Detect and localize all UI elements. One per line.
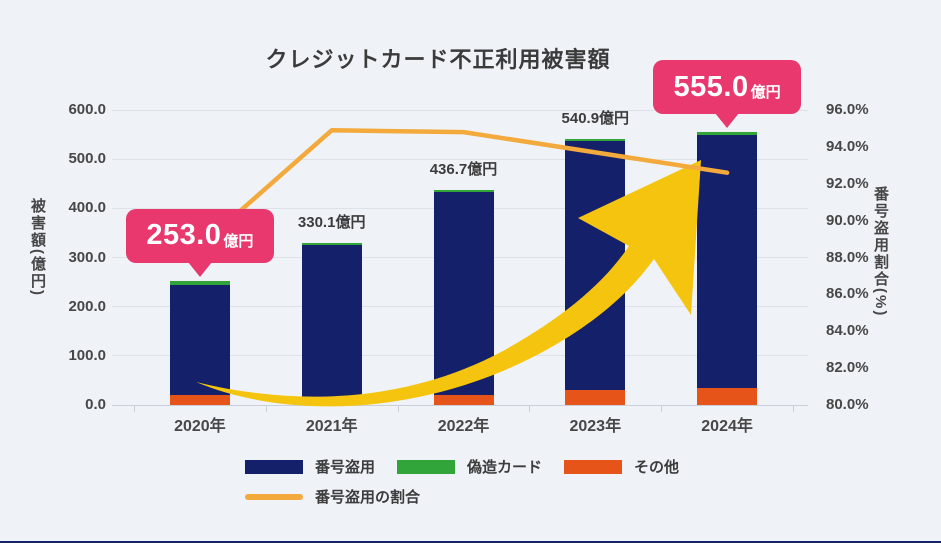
bar-2022-segment-number-theft xyxy=(433,191,494,396)
x-axis-label-2023: 2023年 xyxy=(569,418,622,435)
legend-label-number-theft: 番号盗用 xyxy=(315,459,376,476)
legend-swatch-counterfeit-card xyxy=(397,459,456,474)
legend-item-counterfeit-card: 偽造カード xyxy=(397,456,542,477)
right-axis-tick-90: 90.0% xyxy=(826,211,869,229)
bottom-border xyxy=(0,541,941,543)
legend-row: 番号盗用の割合 xyxy=(245,486,701,507)
bar-total-label-2023: 540.9億円 xyxy=(561,110,630,128)
bar-2023-segment-counterfeit-card xyxy=(565,139,626,141)
right-axis-tick-82: 82.0% xyxy=(826,359,869,377)
callout-value: 555.0 xyxy=(673,70,749,103)
x-axis-tick xyxy=(529,405,531,412)
left-axis-tick-100: 100.0 xyxy=(68,346,106,364)
callout-unit: 億円 xyxy=(750,84,781,102)
bar-total-label-2021: 330.1億円 xyxy=(297,213,366,231)
bar-2023-segment-other xyxy=(565,389,626,405)
callout-unit: 億円 xyxy=(223,232,254,250)
bar-2022-segment-other xyxy=(433,395,494,405)
legend-swatch-number-theft-ratio xyxy=(245,493,303,500)
x-axis-tick xyxy=(397,405,399,412)
callout-2020: 253.0 億円 xyxy=(125,208,274,263)
x-axis-label-2024: 2024年 xyxy=(701,418,753,435)
legend-swatch-number-theft xyxy=(245,459,303,474)
legend-label-number-theft-ratio: 番号盗用の割合 xyxy=(315,489,421,506)
bar-2020-segment-counterfeit-card xyxy=(169,280,230,286)
right-axis-tick-96: 96.0% xyxy=(826,101,869,118)
legend-label-counterfeit-card: 偽造カード xyxy=(467,459,543,476)
bar-2021-segment-counterfeit-card xyxy=(301,242,362,245)
legend-swatch-other xyxy=(564,459,623,474)
x-axis-tick xyxy=(661,405,663,412)
bar-2020-segment-number-theft xyxy=(169,285,230,396)
left-axis-tick-300: 300.0 xyxy=(68,248,106,266)
legend-label-other: その他 xyxy=(634,459,680,476)
left-axis-tick-500: 500.0 xyxy=(68,150,106,168)
left-axis-tick-600: 600.0 xyxy=(68,101,106,118)
bar-2024-segment-counterfeit-card xyxy=(697,132,758,135)
legend-item-number-theft: 番号盗用 xyxy=(245,456,375,477)
legend: 番号盗用 偽造カード その他番号盗用の割合 xyxy=(245,456,701,516)
bar-total-label-2022: 436.7億円 xyxy=(429,161,498,179)
callout-pointer xyxy=(715,113,740,129)
legend-item-other: その他 xyxy=(564,456,679,477)
callout-2024: 555.0 億円 xyxy=(653,60,802,115)
legend-item-number-theft-ratio: 番号盗用の割合 xyxy=(245,486,420,507)
chart-title: クレジットカード不正利用被害額 xyxy=(265,47,611,72)
legend-row: 番号盗用 偽造カード その他 xyxy=(245,456,701,477)
bar-2024-segment-other xyxy=(697,387,758,405)
x-axis-label-2021: 2021年 xyxy=(305,418,358,435)
callout-pointer xyxy=(187,261,212,277)
left-axis-tick-400: 400.0 xyxy=(68,199,106,217)
right-axis-tick-88: 88.0% xyxy=(826,248,869,266)
x-axis-label-2020: 2020年 xyxy=(174,418,226,435)
bar-2021-segment-number-theft xyxy=(301,244,362,399)
left-axis-title: 被害額(億円) xyxy=(29,198,46,297)
gridline-600 xyxy=(112,109,808,111)
bar-2022-segment-counterfeit-card xyxy=(433,190,494,192)
x-axis-tick xyxy=(134,405,135,412)
bar-2023-segment-number-theft xyxy=(565,140,626,390)
callout-value: 253.0 xyxy=(146,219,222,252)
right-axis-title: 番号盗用割合(%) xyxy=(872,186,889,318)
x-axis-tick xyxy=(793,405,794,412)
right-axis-tick-94: 94.0% xyxy=(826,137,869,155)
right-axis-tick-92: 92.0% xyxy=(826,174,869,192)
left-axis-tick-0: 0.0 xyxy=(85,396,106,413)
right-axis-tick-80: 80.0% xyxy=(826,396,869,413)
bar-2024-segment-number-theft xyxy=(697,134,758,388)
x-axis-tick xyxy=(265,405,267,412)
bar-2021-segment-other xyxy=(301,399,362,405)
right-axis-tick-84: 84.0% xyxy=(826,322,869,340)
x-axis-label-2022: 2022年 xyxy=(437,418,490,435)
right-axis-tick-86: 86.0% xyxy=(826,285,869,303)
bar-2020-segment-other xyxy=(169,395,230,405)
left-axis-tick-200: 200.0 xyxy=(68,297,106,315)
